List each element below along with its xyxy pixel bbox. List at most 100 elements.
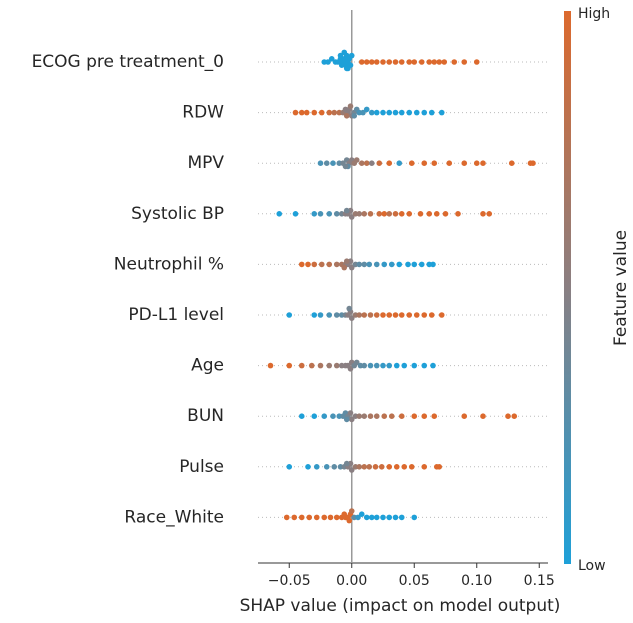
- shap-point: [406, 109, 413, 116]
- shap-point: [306, 514, 313, 521]
- shap-point: [337, 52, 344, 59]
- shap-point: [331, 464, 338, 470]
- shap-point: [421, 109, 428, 116]
- shap-point: [398, 413, 405, 420]
- shap-point: [333, 312, 340, 318]
- shap-point: [461, 413, 468, 420]
- shap-point: [413, 109, 420, 116]
- shap-point: [361, 464, 368, 470]
- shap-point: [486, 211, 493, 217]
- shap-point: [363, 59, 370, 65]
- shap-point: [373, 261, 380, 268]
- shap-point: [428, 109, 435, 116]
- shap-point: [326, 109, 333, 116]
- x-tick-label: 0.00: [336, 573, 367, 589]
- shap-point: [348, 508, 355, 514]
- shap-point: [380, 312, 386, 318]
- shap-point: [311, 109, 318, 116]
- shap-point: [331, 109, 338, 116]
- shap-point: [396, 160, 403, 166]
- feature-label: MPV: [187, 153, 224, 173]
- shap-point: [303, 109, 310, 116]
- shap-point: [318, 261, 325, 268]
- shap-point: [291, 514, 298, 521]
- shap-point: [368, 160, 375, 166]
- shap-point: [356, 261, 363, 268]
- shap-point: [438, 109, 445, 116]
- shap-point: [298, 109, 305, 116]
- feature-label: Neutrophil %: [114, 254, 224, 274]
- shap-point: [398, 312, 405, 318]
- shap-point: [380, 109, 386, 116]
- shap-point: [480, 160, 486, 166]
- shap-point: [421, 160, 428, 166]
- shap-point: [527, 160, 534, 166]
- shap-point: [351, 113, 358, 119]
- shap-point: [323, 160, 330, 166]
- shap-point: [356, 464, 363, 470]
- shap-point: [366, 261, 373, 268]
- shap-point: [363, 514, 370, 521]
- shap-point: [333, 362, 340, 369]
- shap-point: [348, 315, 355, 322]
- shap-point: [361, 312, 368, 318]
- shap-point: [392, 312, 399, 318]
- shap-point: [345, 65, 351, 72]
- shap-point: [431, 160, 438, 166]
- shap-point: [305, 261, 311, 268]
- shap-point: [361, 261, 368, 268]
- shap-point: [455, 211, 461, 217]
- shap-point: [343, 460, 350, 467]
- shap-point: [406, 59, 413, 65]
- shap-point: [326, 312, 333, 318]
- shap-point: [480, 413, 486, 420]
- shap-point: [343, 207, 350, 214]
- shap-point: [368, 514, 375, 521]
- shap-point: [430, 261, 436, 268]
- shap-point: [461, 59, 468, 65]
- shap-point: [431, 413, 438, 420]
- shap-point: [313, 464, 320, 470]
- x-axis-label: SHAP value (impact on model output): [240, 596, 561, 616]
- shap-point: [386, 362, 393, 369]
- shap-point: [388, 413, 395, 420]
- shap-point: [421, 413, 428, 420]
- shap-point: [348, 214, 355, 220]
- shap-point: [406, 211, 413, 217]
- shap-point: [411, 59, 418, 65]
- shap-point: [451, 59, 458, 65]
- shap-point: [326, 261, 333, 268]
- shap-point: [372, 464, 379, 470]
- shap-point: [373, 514, 380, 521]
- x-tick-label: 0.05: [399, 573, 430, 589]
- shap-point: [356, 413, 363, 420]
- shap-point: [333, 211, 340, 217]
- shap-point: [380, 362, 386, 369]
- shap-point: [361, 211, 368, 217]
- shap-point: [311, 413, 318, 420]
- shap-point: [323, 464, 330, 470]
- shap-point: [311, 211, 318, 217]
- feature-label: Pulse: [179, 457, 224, 477]
- shap-point: [318, 109, 325, 116]
- shap-point: [348, 264, 355, 271]
- shap-point: [433, 211, 440, 217]
- x-tick-label: 0.15: [524, 573, 555, 589]
- shap-point: [276, 211, 283, 217]
- shap-point: [343, 113, 350, 119]
- shap-point: [398, 109, 405, 116]
- shap-point: [436, 464, 443, 470]
- shap-point: [386, 109, 393, 116]
- shap-point: [298, 514, 305, 521]
- colorbar-high: High: [578, 6, 610, 22]
- shap-point: [392, 514, 399, 521]
- shap-point: [330, 413, 336, 420]
- shap-point: [341, 49, 348, 56]
- shap-point: [388, 261, 395, 268]
- feature-label: PD-L1 level: [128, 305, 224, 325]
- shap-point: [373, 59, 380, 65]
- shap-point: [308, 362, 315, 369]
- shap-point: [386, 312, 393, 318]
- shap-point: [361, 413, 368, 420]
- shap-point: [333, 261, 340, 268]
